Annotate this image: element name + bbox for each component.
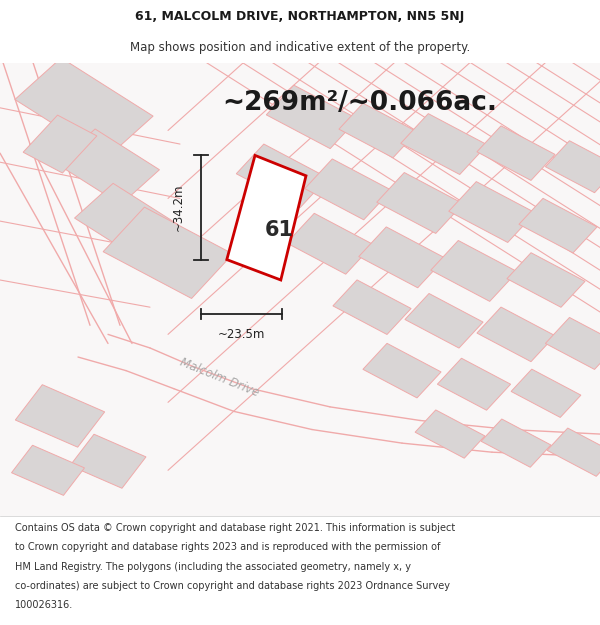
Polygon shape [359, 227, 445, 288]
Polygon shape [545, 141, 600, 192]
Text: 61, MALCOLM DRIVE, NORTHAMPTON, NN5 5NJ: 61, MALCOLM DRIVE, NORTHAMPTON, NN5 5NJ [136, 10, 464, 23]
Polygon shape [287, 213, 373, 274]
Text: HM Land Registry. The polygons (including the associated geometry, namely x, y: HM Land Registry. The polygons (includin… [15, 561, 411, 571]
Polygon shape [56, 129, 160, 204]
Polygon shape [103, 207, 233, 299]
Polygon shape [236, 144, 328, 208]
Polygon shape [333, 280, 411, 334]
Polygon shape [15, 58, 153, 158]
Polygon shape [431, 241, 517, 301]
Polygon shape [74, 183, 178, 259]
Polygon shape [227, 156, 306, 280]
Polygon shape [545, 318, 600, 369]
Text: ~34.2m: ~34.2m [172, 184, 185, 231]
Polygon shape [511, 369, 581, 418]
Polygon shape [477, 307, 555, 362]
Polygon shape [437, 358, 511, 410]
Polygon shape [377, 173, 463, 233]
Text: ~269m²/~0.066ac.: ~269m²/~0.066ac. [223, 90, 497, 116]
Polygon shape [23, 115, 97, 173]
Text: Map shows position and indicative extent of the property.: Map shows position and indicative extent… [130, 41, 470, 54]
Polygon shape [507, 253, 585, 308]
Polygon shape [305, 159, 391, 220]
Polygon shape [415, 410, 485, 458]
Polygon shape [266, 85, 358, 149]
Polygon shape [339, 103, 417, 158]
Text: ~23.5m: ~23.5m [218, 328, 265, 341]
Polygon shape [70, 434, 146, 488]
Polygon shape [405, 294, 483, 348]
Polygon shape [16, 384, 104, 448]
Text: Contains OS data © Crown copyright and database right 2021. This information is : Contains OS data © Crown copyright and d… [15, 523, 455, 533]
Text: to Crown copyright and database rights 2023 and is reproduced with the permissio: to Crown copyright and database rights 2… [15, 542, 440, 552]
Polygon shape [547, 428, 600, 476]
Polygon shape [481, 419, 551, 468]
Text: 61: 61 [265, 220, 293, 240]
Text: Malcolm Drive: Malcolm Drive [178, 356, 260, 399]
Polygon shape [477, 126, 555, 181]
Polygon shape [11, 445, 85, 496]
Polygon shape [401, 114, 487, 174]
Text: 100026316.: 100026316. [15, 600, 73, 610]
Polygon shape [449, 182, 535, 243]
Polygon shape [519, 198, 597, 253]
Polygon shape [363, 343, 441, 398]
Text: co-ordinates) are subject to Crown copyright and database rights 2023 Ordnance S: co-ordinates) are subject to Crown copyr… [15, 581, 450, 591]
